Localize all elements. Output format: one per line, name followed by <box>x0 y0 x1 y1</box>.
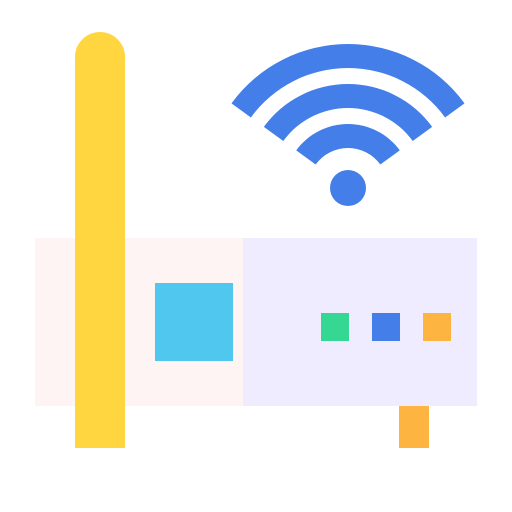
status-led-3 <box>423 313 451 341</box>
status-led-2 <box>372 313 400 341</box>
wifi-arc-1-icon <box>296 124 400 164</box>
router-wifi-icon <box>0 0 512 512</box>
status-led-1 <box>321 313 349 341</box>
router-screen <box>155 283 233 361</box>
antenna <box>75 32 125 448</box>
wifi-dot-icon <box>330 170 366 206</box>
router-foot <box>399 406 429 448</box>
